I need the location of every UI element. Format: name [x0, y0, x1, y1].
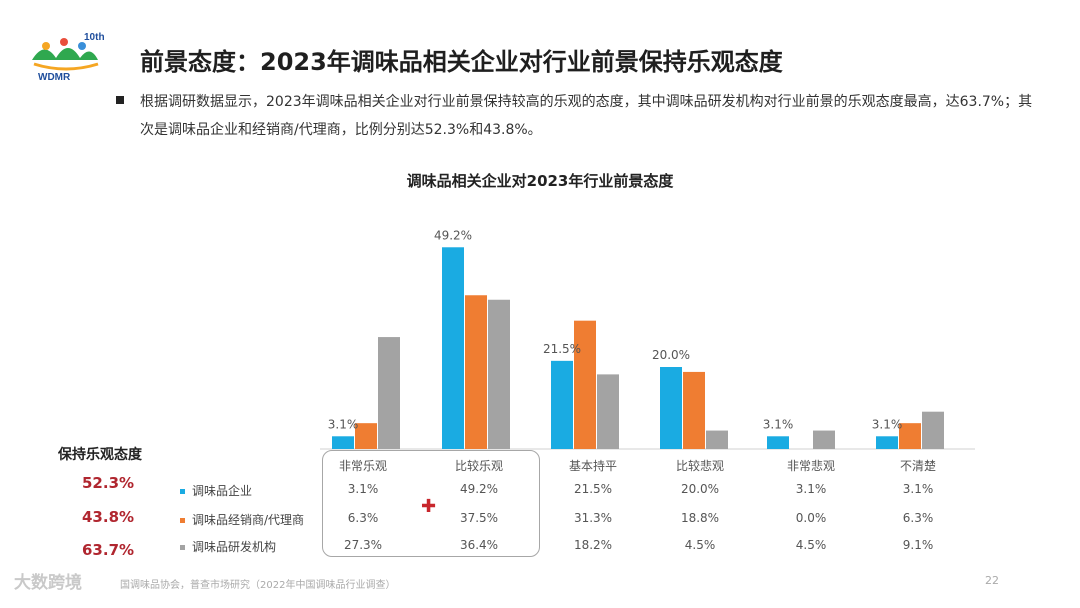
table-cell: 36.4%	[459, 538, 499, 552]
bar-data-label: 21.5%	[543, 342, 581, 356]
optimistic-highlight-box	[322, 450, 540, 557]
legend-swatch	[180, 489, 185, 494]
table-cell: 21.5%	[573, 482, 613, 496]
plus-sign: ✚	[421, 496, 437, 517]
bar-research-0	[378, 337, 400, 449]
bullet-square	[116, 96, 124, 104]
bar-enterprise-1	[442, 247, 464, 449]
table-cell: 27.3%	[343, 538, 383, 552]
bar-enterprise-2	[551, 360, 573, 449]
bar-data-label: 20.0%	[652, 348, 690, 362]
bar-distributor-5	[899, 423, 921, 449]
bar-enterprise-4	[767, 436, 789, 449]
bar-data-label: 3.1%	[763, 417, 794, 431]
summary-paragraph: 根据调研数据显示，2023年调味品相关企业对行业前景保持较高的乐观的态度，其中调…	[140, 94, 1033, 138]
logo-mountain	[32, 48, 98, 60]
bar-distributor-1	[465, 295, 487, 449]
bar-research-5	[922, 411, 944, 449]
category-label: 非常乐观	[338, 459, 387, 473]
page-title: 前景态度：2023年调味品相关企业对行业前景保持乐观态度	[140, 48, 783, 76]
category-label: 比较乐观	[454, 459, 503, 473]
bar-data-label: 49.2%	[434, 228, 472, 242]
table-cell: 20.0%	[680, 482, 720, 496]
bar-research-1	[488, 299, 510, 449]
category-label: 比较悲观	[675, 459, 724, 473]
legend-swatch	[180, 518, 185, 523]
legend-swatch	[180, 545, 185, 550]
optimism-title: 保持乐观态度	[58, 447, 142, 463]
table-cell: 6.3%	[902, 511, 934, 525]
bar-enterprise-5	[876, 436, 898, 449]
logo-text: WDMR	[38, 72, 71, 82]
table-cell: 37.5%	[459, 511, 499, 525]
table-cell: 3.1%	[795, 482, 827, 496]
category-label: 基本持平	[568, 459, 617, 473]
table-cell: 3.1%	[902, 482, 934, 496]
table-cell: 18.2%	[573, 538, 613, 552]
logo-badge: 10th	[84, 32, 105, 43]
optimism-value-distributor: 43.8%	[82, 508, 135, 526]
legend-label: 调味品经销商/代理商	[192, 513, 305, 527]
bar-distributor-0	[355, 423, 377, 449]
bar-research-4	[813, 430, 835, 449]
category-label: 非常悲观	[786, 459, 835, 473]
chart-title: 调味品相关企业对2023年行业前景态度	[406, 172, 674, 190]
bar-research-3	[706, 430, 728, 449]
legend-item-research: 调味品研发机构	[180, 538, 276, 555]
bar-distributor-2	[574, 320, 596, 449]
table-cell: 49.2%	[459, 482, 499, 496]
table-cell: 4.5%	[795, 538, 827, 552]
optimism-value-enterprise: 52.3%	[82, 474, 135, 492]
watermark: 大数跨境	[14, 573, 82, 593]
table-cell: 4.5%	[684, 538, 716, 552]
category-label: 不清楚	[899, 459, 936, 473]
bar-data-label: 3.1%	[872, 417, 903, 431]
bar-enterprise-0	[332, 436, 354, 449]
wdmr-logo: WDMR 10th	[28, 30, 106, 83]
table-cell: 0.0%	[795, 511, 827, 525]
legend-label: 调味品企业	[192, 484, 253, 498]
source-note: 国调味品协会，普查市场研究（2022年中国调味品行业调查）	[120, 580, 396, 591]
bar-enterprise-3	[660, 367, 682, 449]
table-cell: 18.8%	[680, 511, 720, 525]
table-cell: 9.1%	[902, 538, 934, 552]
legend-item-distributor: 调味品经销商/代理商	[180, 511, 304, 528]
legend-item-enterprise: 调味品企业	[180, 482, 252, 499]
bar-research-2	[597, 374, 619, 449]
legend-label: 调味品研发机构	[192, 540, 277, 554]
page-number: 22	[985, 574, 999, 587]
bar-distributor-3	[683, 371, 705, 449]
table-cell: 6.3%	[347, 511, 379, 525]
table-cell: 31.3%	[573, 511, 613, 525]
optimism-value-research: 63.7%	[82, 541, 135, 559]
bar-data-label: 3.1%	[328, 417, 359, 431]
table-cell: 3.1%	[347, 482, 379, 496]
